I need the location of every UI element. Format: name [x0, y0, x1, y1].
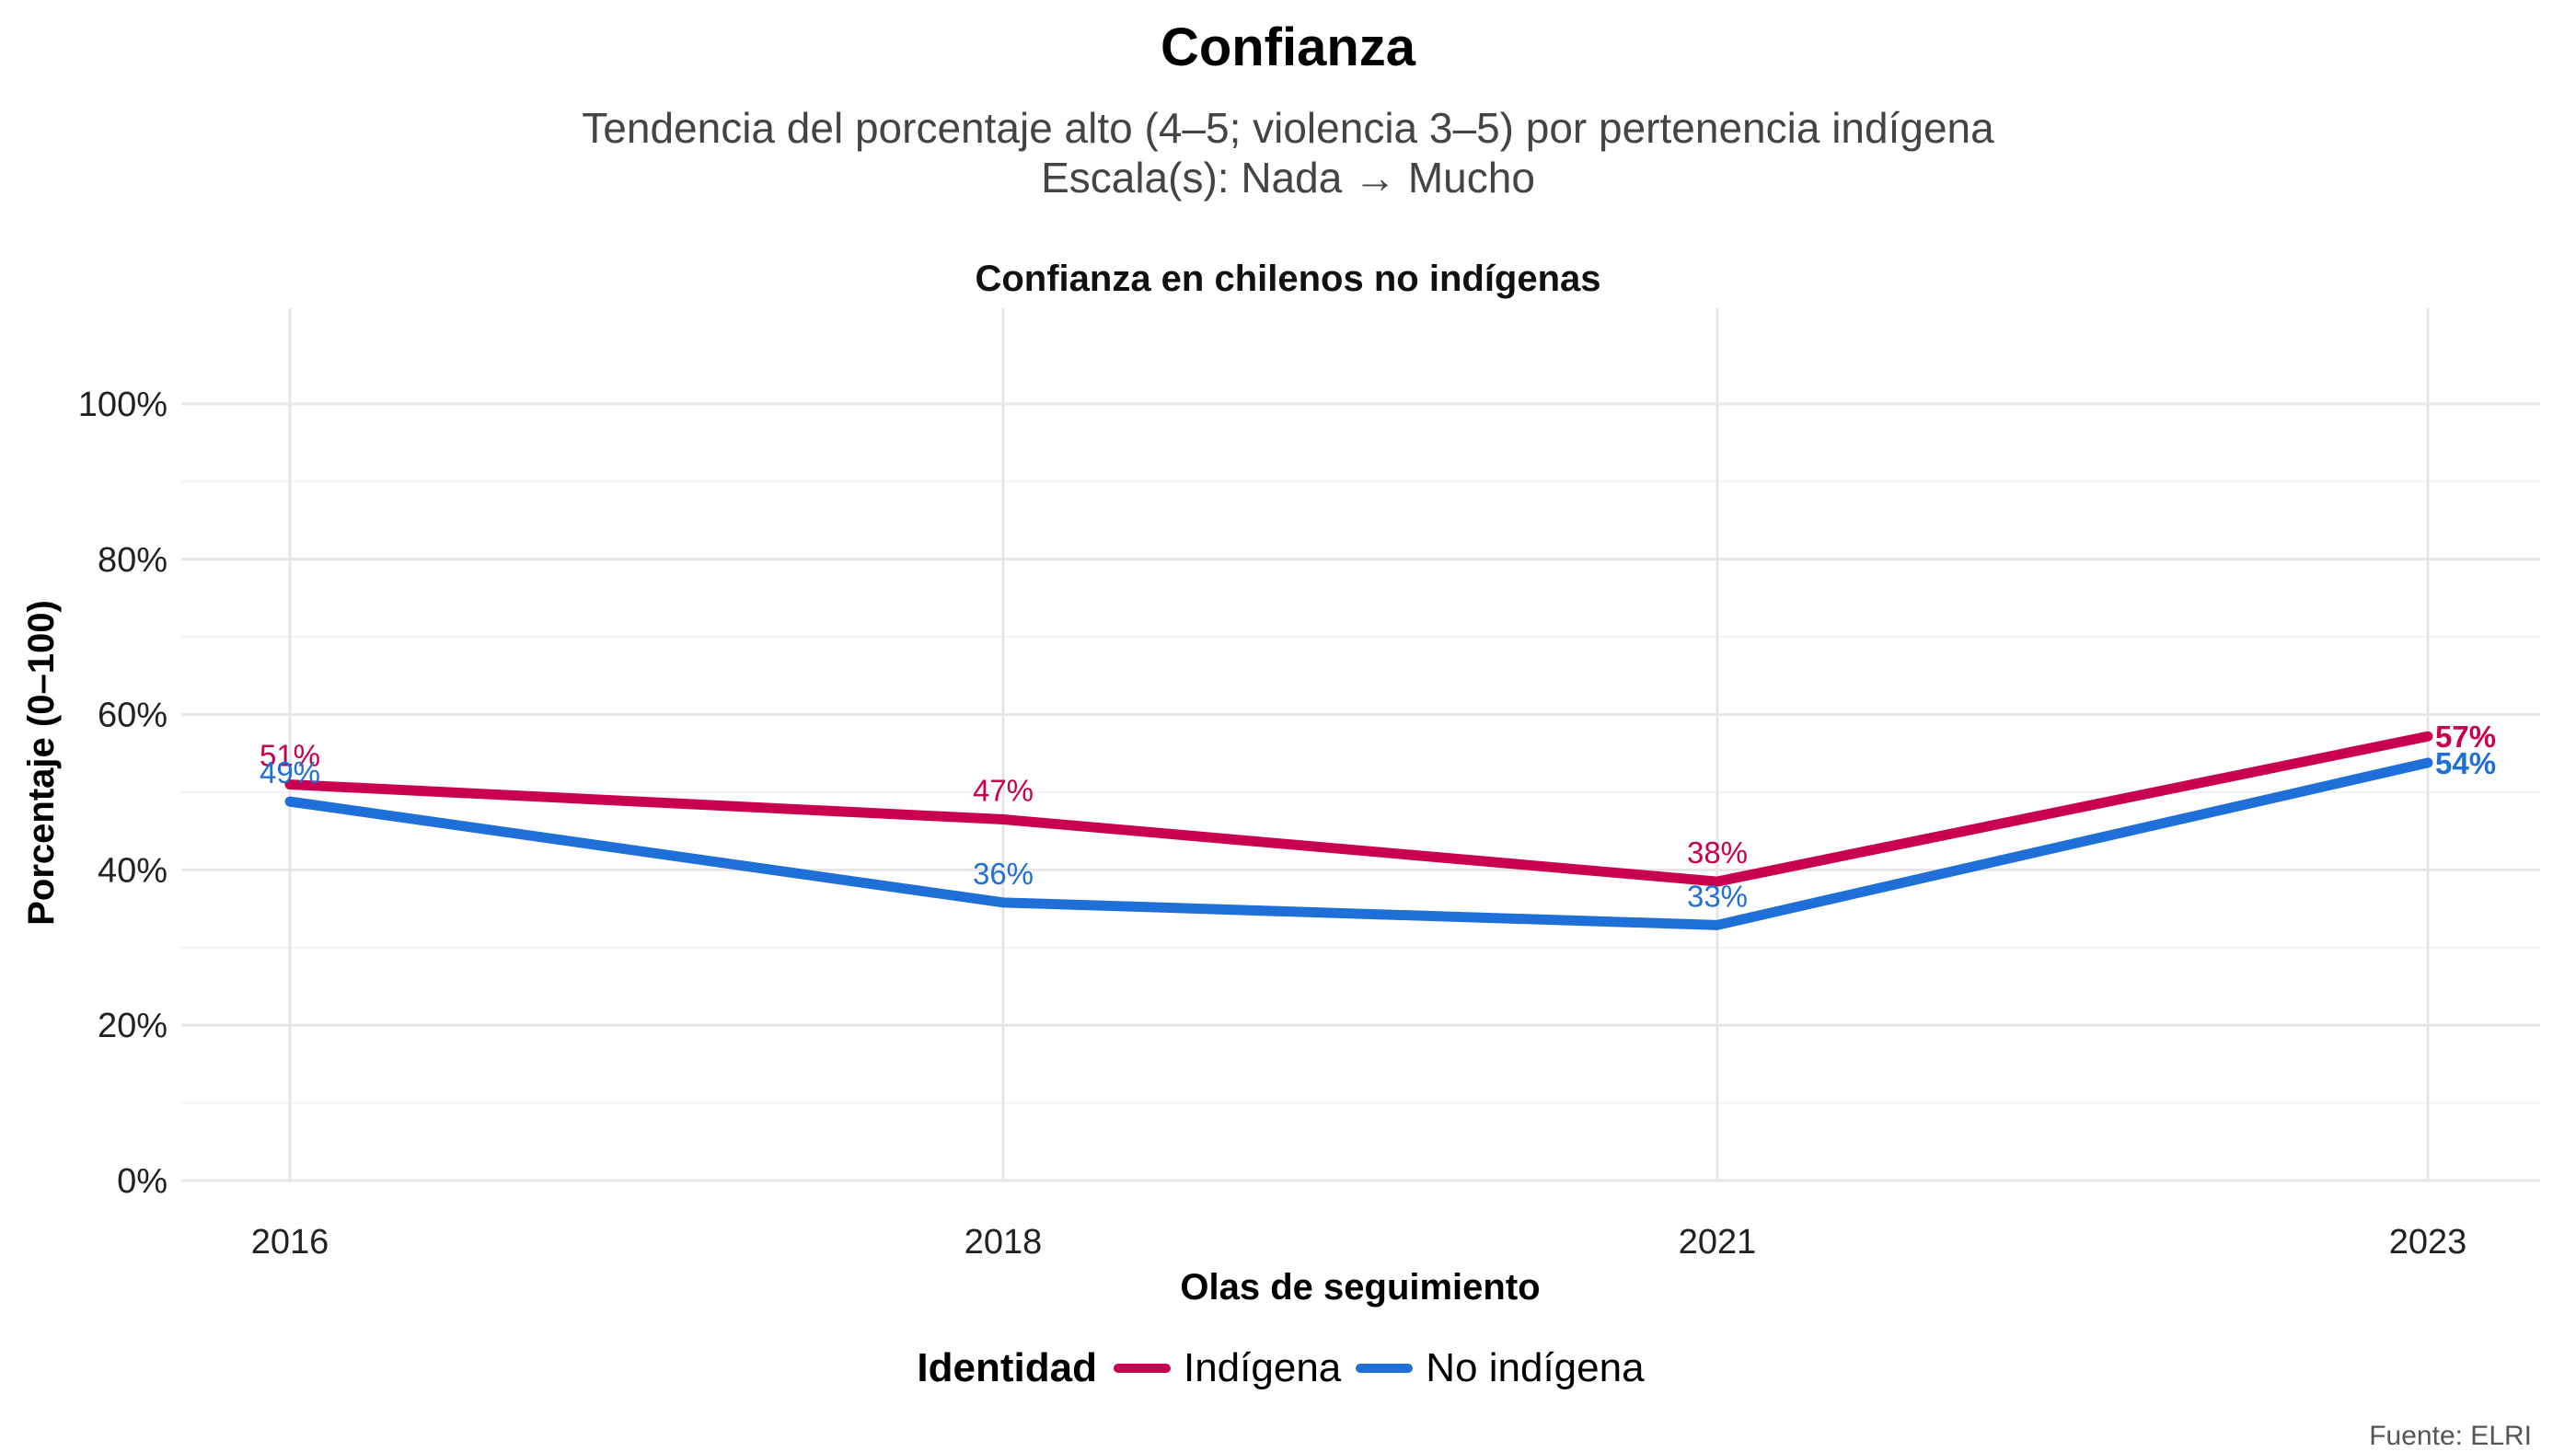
data-label: 38%: [1687, 835, 1748, 870]
x-axis-label: Olas de seguimiento: [1180, 1267, 1540, 1308]
legend-swatch-indigena: [1113, 1364, 1171, 1373]
data-label: 57%: [2435, 720, 2496, 754]
data-label: 47%: [973, 774, 1034, 808]
chart-title: Confianza: [1160, 17, 1416, 77]
x-tick-label: 2021: [1679, 1223, 1757, 1262]
y-tick-label: 20%: [98, 1007, 167, 1045]
series-line-no-indigena: [284, 757, 2433, 930]
legend-item-no-indigena: No indígena: [1356, 1345, 1645, 1391]
x-tick-label: 2023: [2389, 1223, 2467, 1262]
data-label: 49%: [260, 755, 320, 789]
legend-label-indigena: Indígena: [1183, 1345, 1342, 1390]
y-tick-label: 80%: [98, 541, 167, 580]
series-lines: [284, 731, 2433, 930]
y-axis-label: Porcentaje (0–100): [21, 600, 62, 926]
panel-title: Confianza en chilenos no indígenas: [975, 259, 1601, 299]
grid-lines: [181, 308, 2540, 1182]
x-tick-label: 2016: [251, 1223, 329, 1262]
caption-source: Fuente: ELRI: [2369, 1421, 2532, 1451]
legend-title: Identidad: [917, 1345, 1097, 1390]
data-labels: 51% 47% 38% 57% 49% 36% 33% 54%: [260, 720, 2496, 913]
chart-subtitle-line2: Escala(s): Nada → Mucho: [1041, 154, 1535, 202]
y-tick-label: 40%: [98, 851, 167, 890]
y-tick-label: 0%: [117, 1162, 167, 1201]
data-label: 51%: [260, 739, 320, 773]
legend-item-indigena: Indígena: [1113, 1345, 1342, 1391]
data-label: 54%: [2435, 746, 2496, 780]
axis-labels: 0% 20% 40% 60% 80% 100% 2016 2018 2021 2023 Olas d…: [21, 386, 2466, 1308]
y-tick-label: 60%: [98, 697, 167, 735]
chart-subtitle-line1: Tendencia del porcentaje alto (4–5; viol…: [582, 104, 1994, 152]
data-label: 33%: [1687, 879, 1748, 913]
data-label: 36%: [973, 857, 1034, 891]
series-line-indigena: [284, 731, 2433, 887]
legend-label-no-indigena: No indígena: [1426, 1345, 1645, 1390]
y-tick-label: 100%: [78, 386, 167, 424]
legend: Identidad Indígena No indígena: [0, 1345, 2576, 1391]
x-tick-label: 2018: [965, 1223, 1043, 1262]
legend-swatch-no-indigena: [1356, 1364, 1414, 1373]
